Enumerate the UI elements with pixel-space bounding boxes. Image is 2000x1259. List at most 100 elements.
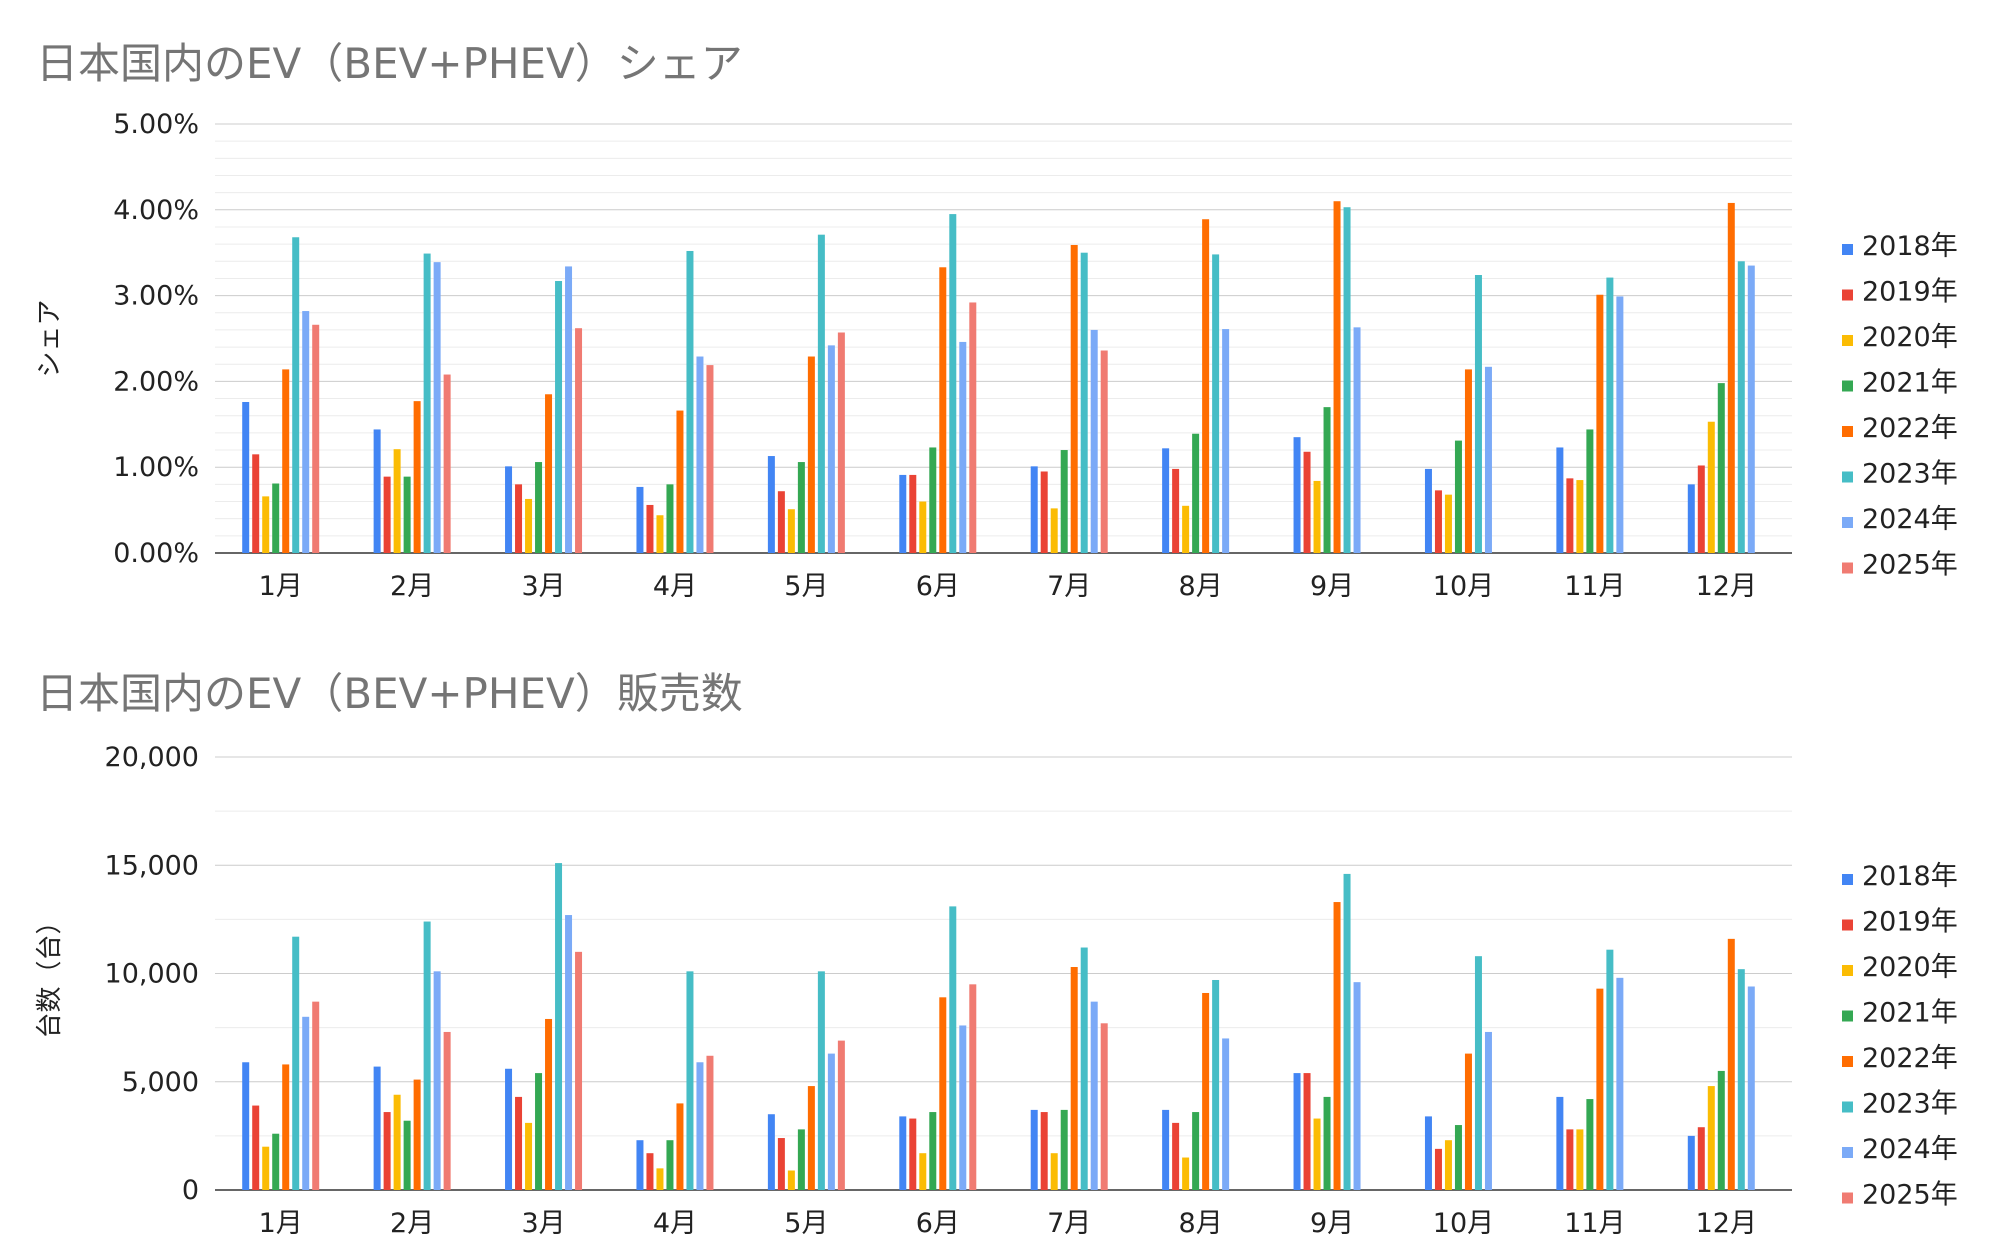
bar-2021年-1月 <box>272 1133 280 1190</box>
bar-2021年-4月 <box>666 484 674 553</box>
bar-2024年-6月 <box>959 1025 967 1190</box>
bar-2019年-4月 <box>646 504 654 553</box>
x-tick-label: 2月 <box>390 571 434 602</box>
bar-2023年-3月 <box>555 863 563 1190</box>
bar-2018年-5月 <box>767 456 775 553</box>
bar-2024年-1月 <box>302 1016 310 1190</box>
legend-swatch <box>1842 919 1853 931</box>
x-tick-label: 10月 <box>1433 1208 1494 1239</box>
sales-y-axis-label: 台数（台） <box>35 908 65 1038</box>
x-tick-label: 3月 <box>521 1208 565 1239</box>
bar-2025年-3月 <box>575 328 583 553</box>
legend-label: 2021年 <box>1862 368 1958 399</box>
legend-swatch <box>1842 1010 1853 1022</box>
bar-2020年-8月 <box>1182 1157 1190 1190</box>
bar-2020年-2月 <box>393 449 401 553</box>
bar-2023年-10月 <box>1474 275 1482 553</box>
bar-2019年-11月 <box>1566 1129 1574 1190</box>
bar-2020年-3月 <box>525 1122 533 1190</box>
bar-2024年-9月 <box>1353 982 1361 1190</box>
bar-2020年-4月 <box>656 1168 664 1190</box>
bar-2020年-1月 <box>262 496 270 553</box>
bar-2021年-9月 <box>1323 407 1331 553</box>
bar-2025年-6月 <box>969 984 977 1190</box>
bar-2024年-7月 <box>1090 329 1098 553</box>
bar-2023年-11月 <box>1606 277 1614 553</box>
bar-2024年-2月 <box>433 971 441 1190</box>
sales-chart-title: 日本国内のEV（BEV+PHEV）販売数 <box>36 669 743 718</box>
bar-2023年-7月 <box>1080 947 1088 1190</box>
share-chart: 0.00% 1.00% 2.00% 3.00% 4.00% 5.00% 1月 2月 3月 4月 5… <box>35 109 1958 602</box>
bar-2024年-6月 <box>959 341 967 553</box>
bar-2023年-6月 <box>949 214 957 553</box>
bar-2024年-11月 <box>1616 977 1624 1190</box>
bar-2019年-7月 <box>1040 1112 1048 1190</box>
bar-2021年-11月 <box>1586 429 1594 553</box>
bar-2020年-10月 <box>1444 494 1452 553</box>
bar-2021年-6月 <box>929 447 937 553</box>
legend-label: 2018年 <box>1862 231 1958 262</box>
bar-2025年-4月 <box>706 1055 714 1190</box>
x-tick-label: 2月 <box>390 1208 434 1239</box>
bar-2022年-11月 <box>1596 294 1604 553</box>
bar-2019年-8月 <box>1172 1122 1180 1190</box>
bar-2022年-1月 <box>282 369 290 553</box>
bar-2018年-12月 <box>1687 1135 1695 1190</box>
legend-swatch <box>1842 471 1853 483</box>
bar-2023年-5月 <box>817 234 825 553</box>
bar-2024年-4月 <box>696 1062 704 1190</box>
legend-swatch <box>1842 874 1853 885</box>
bar-2020年-11月 <box>1576 480 1584 553</box>
x-tick-label: 4月 <box>653 571 697 602</box>
bar-2025年-1月 <box>312 1001 320 1190</box>
x-tick-label: 12月 <box>1696 571 1757 602</box>
x-tick-label: 7月 <box>1047 571 1091 602</box>
bar-2019年-9月 <box>1303 451 1311 553</box>
legend-swatch <box>1842 562 1853 574</box>
bar-2023年-12月 <box>1737 261 1745 553</box>
bar-2025年-5月 <box>837 332 845 553</box>
bar-2020年-11月 <box>1576 1129 1584 1190</box>
bar-2019年-11月 <box>1566 478 1574 553</box>
bar-2023年-8月 <box>1212 254 1220 553</box>
legend-label: 2024年 <box>1862 1134 1958 1165</box>
bar-2022年-7月 <box>1070 967 1078 1190</box>
bar-2018年-9月 <box>1293 437 1301 553</box>
bar-2023年-12月 <box>1737 969 1745 1190</box>
y-tick-label: 0 <box>182 1175 199 1206</box>
legend-swatch <box>1842 1101 1853 1113</box>
legend-label: 2019年 <box>1862 277 1958 308</box>
bar-2022年-4月 <box>676 1103 684 1190</box>
bar-2023年-5月 <box>817 971 825 1190</box>
bar-2025年-2月 <box>443 374 451 553</box>
legend-swatch <box>1842 244 1853 255</box>
bar-2025年-4月 <box>706 365 714 553</box>
bar-2021年-7月 <box>1060 450 1068 553</box>
bar-2021年-2月 <box>403 1120 411 1190</box>
x-tick-label: 8月 <box>1179 1208 1223 1239</box>
bar-2018年-4月 <box>636 486 644 553</box>
bar-2023年-6月 <box>949 906 957 1190</box>
bar-2019年-12月 <box>1697 1127 1705 1190</box>
x-tick-label: 6月 <box>916 571 960 602</box>
share-chart-title: 日本国内のEV（BEV+PHEV）シェア <box>36 39 743 88</box>
bar-2019年-10月 <box>1434 490 1442 553</box>
bar-2024年-9月 <box>1353 327 1361 553</box>
bar-2020年-6月 <box>919 1153 927 1190</box>
x-tick-label: 10月 <box>1433 571 1494 602</box>
x-tick-label: 12月 <box>1696 1208 1757 1239</box>
bar-2022年-10月 <box>1464 1053 1472 1190</box>
bar-2021年-10月 <box>1454 1125 1462 1190</box>
y-tick-label: 10,000 <box>105 959 199 990</box>
bar-2019年-8月 <box>1172 468 1180 553</box>
bar-2025年-2月 <box>443 1031 451 1190</box>
legend-label: 2020年 <box>1862 952 1958 983</box>
legend-swatch <box>1842 965 1853 976</box>
bar-2018年-2月 <box>373 429 381 553</box>
bar-2022年-6月 <box>939 267 947 553</box>
bar-2019年-10月 <box>1434 1148 1442 1190</box>
legend-swatch <box>1842 289 1853 301</box>
bar-2022年-9月 <box>1333 201 1341 553</box>
bar-2018年-6月 <box>899 474 907 553</box>
legend-label: 2025年 <box>1862 1180 1958 1211</box>
